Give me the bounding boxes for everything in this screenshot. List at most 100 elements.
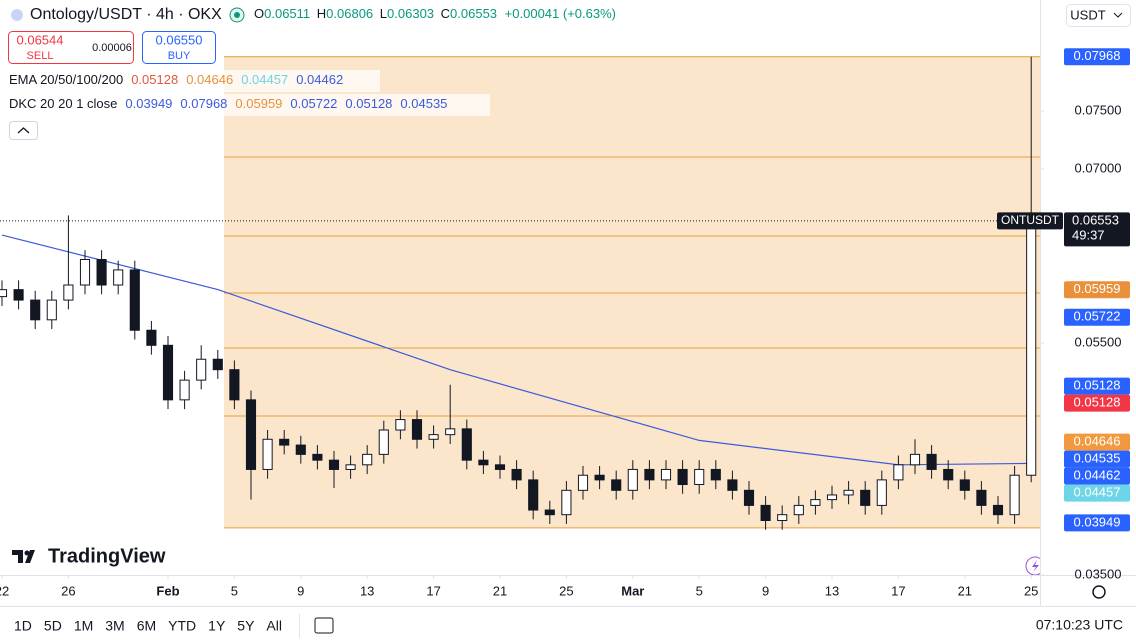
price-label-box xyxy=(1064,514,1130,532)
candle-body xyxy=(13,289,24,301)
price-label: 0.05128 xyxy=(1074,378,1121,393)
candle-body xyxy=(1009,474,1020,516)
candle-body xyxy=(577,474,589,491)
range-button[interactable]: All xyxy=(266,618,282,634)
buy-price: 0.06550 xyxy=(156,32,203,47)
candle-body xyxy=(743,489,755,506)
candle-body xyxy=(909,453,921,466)
date-range-icon[interactable] xyxy=(314,617,334,634)
candle-body xyxy=(959,479,970,491)
candle-body xyxy=(876,479,887,506)
price-label-box xyxy=(1064,281,1130,299)
range-button[interactable]: 1M xyxy=(74,618,93,634)
x-tick-label: 17 xyxy=(426,583,440,598)
dkc-value: 0.05128 xyxy=(345,96,392,111)
ema-name: EMA 20/50/100/200 xyxy=(9,72,123,87)
candle-body xyxy=(694,468,705,486)
candle-body xyxy=(627,468,638,491)
sell-price: 0.06544 xyxy=(17,32,64,47)
legend-bg xyxy=(5,94,490,116)
candle-body xyxy=(677,468,688,486)
candle-body xyxy=(594,474,605,481)
range-button[interactable]: 1Y xyxy=(208,618,226,634)
price-label-box xyxy=(1064,467,1130,485)
candle-body xyxy=(511,468,522,481)
candle-body xyxy=(793,504,804,516)
legend-bg xyxy=(5,70,380,92)
candle-body xyxy=(777,514,788,521)
candle-body xyxy=(345,464,356,470)
x-tick-label: 13 xyxy=(825,583,839,598)
candle-body xyxy=(611,479,622,491)
price-label-box xyxy=(1064,433,1130,451)
sell-button[interactable] xyxy=(8,31,134,64)
settings-icon[interactable] xyxy=(1092,585,1106,599)
candle-body xyxy=(179,379,190,401)
y-tick-label: 0.03500 xyxy=(1075,566,1122,581)
candle-body xyxy=(826,494,838,501)
range-button[interactable]: 5Y xyxy=(237,618,255,634)
candle-body xyxy=(660,468,672,481)
spread: 0.00006 xyxy=(92,42,132,54)
price-label-box xyxy=(1064,394,1130,412)
ohlc-value: 0.06806 xyxy=(326,6,373,21)
dkc-legend[interactable]: DKC 20 20 1 close 0.03949 0.07968 0.05959 0.… xyxy=(9,96,447,111)
x-tick-label: 17 xyxy=(891,583,905,598)
ema-value: 0.04462 xyxy=(296,72,343,87)
candle-body xyxy=(843,489,854,496)
candle-body xyxy=(478,459,489,466)
range-button[interactable]: 5D xyxy=(44,618,62,634)
x-tick-label: Mar xyxy=(621,583,644,598)
chevron-icon xyxy=(17,127,30,134)
x-tick-label: 9 xyxy=(297,583,304,598)
change: +0.00041 (+0.63%) xyxy=(505,6,616,21)
ema-value: 0.04646 xyxy=(186,72,233,87)
last-price-box xyxy=(1064,212,1130,247)
candle-body xyxy=(461,428,472,461)
buy-button[interactable] xyxy=(142,31,216,64)
candle-body xyxy=(860,489,871,506)
candle-body xyxy=(129,269,140,331)
range-button[interactable]: YTD xyxy=(168,618,196,634)
ema-legend[interactable]: EMA 20/50/100/200 0.05128 0.04646 0.04457 0.… xyxy=(9,72,343,87)
ohlc: O0.06511 H0.06806 L0.06303 C0.06553 +0.0… xyxy=(254,6,616,21)
dkc-value: 0.03949 xyxy=(125,96,172,111)
clock[interactable]: 07:10:23 UTC xyxy=(1036,617,1123,633)
symbol-tag-label: ONTUSDT xyxy=(1001,213,1060,227)
x-tick-label: 22 xyxy=(0,583,9,598)
candle-body xyxy=(113,269,124,286)
price-label-box xyxy=(1064,450,1130,468)
market-status-dot xyxy=(234,12,240,18)
y-tick-label: 0.07000 xyxy=(1075,160,1122,175)
candle-body xyxy=(63,284,74,301)
range-button[interactable]: 3M xyxy=(105,618,124,634)
candle-body xyxy=(362,453,373,466)
candle-body xyxy=(544,509,555,516)
dkc-value: 0.05959 xyxy=(235,96,282,111)
ema-value: 0.04457 xyxy=(241,72,288,87)
candle-body xyxy=(328,459,340,470)
ohlc-key: O xyxy=(254,6,264,21)
range-button[interactable]: 6M xyxy=(137,618,156,634)
y-tick-label: 0.05500 xyxy=(1075,334,1122,349)
candle-body xyxy=(146,329,157,346)
candle-body xyxy=(245,399,257,470)
candle-body xyxy=(96,258,107,286)
ohlc-key: H xyxy=(317,6,326,21)
candle-body xyxy=(926,453,937,470)
dkc-value: 0.04535 xyxy=(400,96,447,111)
price-label: 0.05722 xyxy=(1074,309,1121,324)
ema-value: 0.05128 xyxy=(131,72,178,87)
currency-select[interactable] xyxy=(1066,4,1131,27)
candle-body xyxy=(760,504,771,521)
price-axis[interactable] xyxy=(1040,0,1136,606)
collapse-button[interactable] xyxy=(9,121,38,140)
price-label-box xyxy=(1064,48,1130,66)
candle-body xyxy=(312,453,323,461)
symbol-title[interactable]: Ontology/USDT · 4h · OKX xyxy=(30,6,222,23)
sell-label: SELL xyxy=(27,50,54,62)
range-button[interactable]: 1D xyxy=(14,618,32,634)
x-tick-label: 25 xyxy=(1024,583,1038,598)
price-label: 0.04462 xyxy=(1074,468,1121,483)
x-tick-label: 9 xyxy=(762,583,769,598)
